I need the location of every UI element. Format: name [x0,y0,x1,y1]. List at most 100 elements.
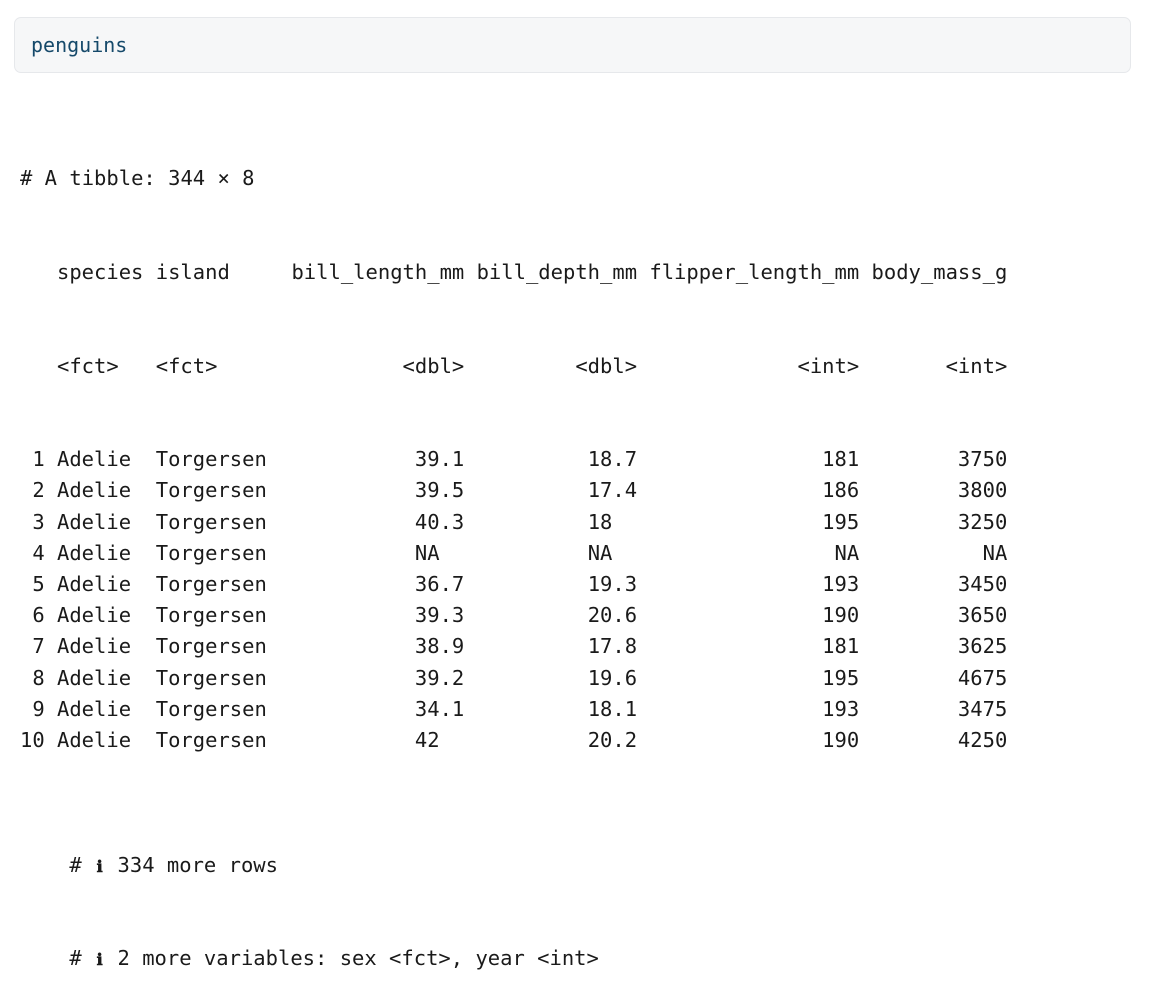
cell-flipper-length: 195 [822,665,860,690]
cell-species: Adelie [57,634,132,659]
cell-body-mass: 3800 [957,478,1008,503]
row-number: 3 [32,509,45,534]
cell-body-mass: 3650 [957,603,1008,628]
cell-bill-length-wrap: 38.9 [279,631,464,662]
column-header-flipper-length: flipper_length_mm [649,260,860,284]
cell-bill-depth: 17.8 [587,634,638,659]
table-body: 1 Adelie Torgersen 39.1 18.7 181 3750 2 Adelie To… [20,444,1007,756]
cell-island: Torgersen [155,447,267,472]
table-row: 2 Adelie Torgersen 39.5 17.4 186 3800 [20,475,1007,506]
cell-bill-length: NA [414,540,440,565]
cell-bill-length-wrap: 36.7 [279,569,464,600]
row-number: 7 [32,634,45,659]
cell-bill-depth: NA [587,540,613,565]
column-header-body-mass: body_mass_g [871,260,1008,284]
cell-bill-depth: 19.3 [587,571,638,596]
cell-bill-depth-wrap: 17.4 [464,475,637,506]
cell-island: Torgersen [155,727,267,752]
cell-body-mass: NA [982,540,1008,565]
cell-species: Adelie [57,447,132,472]
code-text: penguins [31,33,128,57]
cell-species: Adelie [57,603,132,628]
cell-bill-length: 39.1 [414,447,465,472]
cell-flipper-length: 190 [822,603,860,628]
cell-bill-length-wrap: 42 [279,725,464,756]
cell-bill-depth-wrap: 18.1 [464,694,637,725]
table-row: 4 Adelie Torgersen NA NA NA NA [20,538,1007,569]
cell-bill-length-wrap: 39.5 [279,475,464,506]
cell-bill-length: 39.3 [414,603,465,628]
column-type-island: <fct> [155,353,218,378]
code-input-cell[interactable]: penguins [14,17,1131,73]
table-row: 8 Adelie Torgersen 39.2 19.6 195 4675 [20,663,1007,694]
cell-island: Torgersen [155,634,267,659]
cell-flipper-length: NA [834,540,860,565]
cell-bill-depth-wrap: 18 [464,507,637,538]
info-icon: ℹ [96,856,103,876]
cell-bill-length: 39.2 [414,665,465,690]
cell-body-mass: 3475 [957,696,1008,721]
row-number: 4 [32,540,45,565]
column-type-bill-length: <dbl> [402,353,465,378]
column-type-body-mass: <int> [945,353,1008,378]
cell-flipper-length: 195 [822,509,860,534]
cell-species: Adelie [57,540,132,565]
cell-species: Adelie [57,571,132,596]
cell-bill-length-wrap: 40.3 [279,507,464,538]
row-number: 2 [32,478,45,503]
cell-species: Adelie [57,478,132,503]
cell-island: Torgersen [155,665,267,690]
table-row: 10 Adelie Torgersen 42 20.2 190 4250 [20,725,1007,756]
console-output: # A tibble: 344 × 8 species island bill_le… [20,101,1007,974]
footer-more-variables: # ℹ 2 more variables: sex <fct>, year <i… [20,912,1007,970]
cell-island: Torgersen [155,571,267,596]
row-number: 8 [32,665,45,690]
cell-island: Torgersen [155,509,267,534]
cell-island: Torgersen [155,478,267,503]
tibble-header: # A tibble: 344 × 8 [20,166,255,191]
cell-flipper-length: 186 [822,478,860,503]
cell-bill-depth-wrap: 17.8 [464,631,637,662]
cell-body-mass: 3450 [957,571,1008,596]
cell-bill-length: 42 [414,727,440,752]
cell-bill-depth: 18.7 [587,447,638,472]
cell-bill-length: 40.3 [414,509,465,534]
column-header-bill-depth: bill_depth_mm [476,260,638,284]
cell-island: Torgersen [155,696,267,721]
cell-species: Adelie [57,509,132,534]
footer-more-rows: # ℹ 334 more rows [20,818,1007,877]
cell-bill-length: 34.1 [414,696,465,721]
cell-bill-length: 38.9 [414,634,465,659]
cell-island: Torgersen [155,603,267,628]
cell-bill-length-wrap: 39.3 [279,600,464,631]
footer-more-rows-text: 334 more rows [117,852,278,877]
cell-bill-depth-wrap: 18.7 [464,444,637,475]
cell-bill-depth: 19.6 [587,665,638,690]
cell-bill-depth: 20.6 [587,603,638,628]
column-names-row: species island bill_length_mm bill_depth_mm… [20,257,1007,288]
row-number: 9 [32,696,45,721]
info-icon: ℹ [96,950,103,970]
footer-prefix: # [69,946,82,971]
cell-bill-depth: 17.4 [587,478,638,503]
table-row: 5 Adelie Torgersen 36.7 19.3 193 3450 [20,569,1007,600]
row-number: 5 [32,571,45,596]
cell-body-mass: 3625 [957,634,1008,659]
cell-flipper-length: 193 [822,571,860,596]
column-header-bill-length: bill_length_mm [291,260,465,284]
cell-bill-depth: 18.1 [587,696,638,721]
cell-body-mass: 4675 [957,665,1008,690]
cell-bill-length-wrap: 39.1 [279,444,464,475]
cell-bill-length: 36.7 [414,571,465,596]
cell-bill-length-wrap: 34.1 [279,694,464,725]
cell-bill-length-wrap: NA [279,538,464,569]
cell-flipper-length: 181 [822,447,860,472]
footer-prefix: # [69,852,82,877]
table-row: 7 Adelie Torgersen 38.9 17.8 181 3625 [20,631,1007,662]
table-row: 9 Adelie Torgersen 34.1 18.1 193 3475 [20,694,1007,725]
cell-bill-depth-wrap: 19.3 [464,569,637,600]
cell-bill-depth-wrap: 20.2 [464,725,637,756]
cell-species: Adelie [57,727,132,752]
table-row: 3 Adelie Torgersen 40.3 18 195 3250 [20,507,1007,538]
column-type-bill-depth: <dbl> [575,353,638,378]
